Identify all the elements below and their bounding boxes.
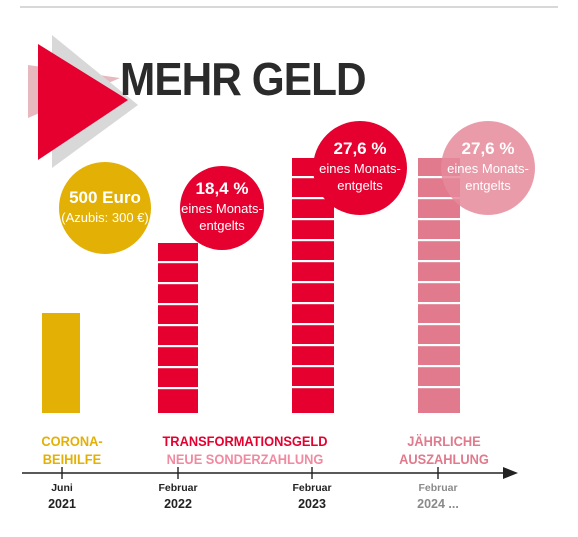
tick-year: 2021 [48, 497, 76, 511]
top-divider [20, 6, 558, 8]
bar-stripe [292, 260, 334, 263]
bar-stripe [158, 282, 198, 285]
tick-month: Februar [158, 482, 198, 494]
bubble-value: 500 Euro [69, 187, 141, 207]
bar-stripe [418, 323, 460, 326]
label-transformation-line2: NEUE SONDERZAHLUNG [166, 452, 324, 467]
bubble-label-4: 27,6 % eines Monats-entgelts [428, 138, 548, 194]
bubble-subtext: entgelts [337, 178, 383, 193]
tick-label: Juni 2021 [27, 480, 97, 512]
bar-stripe [158, 261, 198, 264]
tick-label: Februar 2024 ... [403, 480, 473, 512]
bubble-subtext: eines Monats- [181, 201, 263, 216]
bar-stripe [418, 281, 460, 284]
bubble-subtext: entgelts [199, 218, 245, 233]
tick-label: Februar 2023 [277, 480, 347, 512]
bar-stripe [418, 218, 460, 221]
bar-stripe [418, 365, 460, 368]
bar-stripe [292, 302, 334, 305]
bubble-4 [441, 121, 535, 215]
tick-month: Februar [292, 482, 332, 494]
bar-stripe [292, 344, 334, 347]
bar-stripe [418, 260, 460, 263]
bubble-3 [313, 121, 407, 215]
bar-stripe [158, 345, 198, 348]
label-annual: JÄHRLICHE AUSZAHLUNG [387, 433, 501, 469]
bubble-label-1: 500 Euro (Azubis: 300 €) [45, 187, 165, 226]
bubble-value: 18,4 % [195, 179, 249, 198]
label-transformation: TRANSFORMATIONSGELD NEUE SONDERZAHLUNG [155, 433, 336, 469]
bar-1 [42, 313, 80, 413]
tick-month: Juni [51, 482, 73, 494]
bar-stripe [292, 176, 334, 179]
bubble-value: 27,6 % [461, 139, 515, 158]
bar-stripe [158, 387, 198, 390]
tick-year: 2024 ... [417, 497, 459, 511]
tick-year: 2022 [164, 497, 192, 511]
bar-stripe [418, 344, 460, 347]
bubble-2 [180, 166, 264, 250]
bar-stripe [292, 218, 334, 221]
headline: MEHR GELD [120, 53, 367, 105]
label-corona-line2: BEIHILFE [42, 452, 102, 467]
bar-stripe [418, 386, 460, 389]
bar-stripe [292, 386, 334, 389]
bubble-subtext: eines Monats- [319, 161, 401, 176]
label-transformation-line1: TRANSFORMATIONSGELD [162, 434, 328, 449]
timeline-arrow [503, 467, 518, 479]
bar-stripe [292, 365, 334, 368]
bar-stripe [418, 197, 460, 200]
bar-stripe [292, 323, 334, 326]
bubble-subtext: (Azubis: 300 €) [61, 209, 149, 225]
bubble-subtext: entgelts [465, 178, 511, 193]
label-annual-line1: JÄHRLICHE [407, 434, 481, 449]
bar-2 [158, 243, 198, 413]
tick-month: Februar [418, 482, 458, 494]
bar-stripe [418, 302, 460, 305]
bubble-1 [59, 162, 151, 254]
label-annual-line2: AUSZAHLUNG [399, 452, 489, 467]
tick-label: Februar 2022 [143, 480, 213, 512]
bar-stripe [292, 239, 334, 242]
bar-stripe [418, 239, 460, 242]
bubble-value: 27,6 % [333, 139, 387, 158]
bar-stripe [418, 176, 460, 179]
bubble-label-2: 18,4 % eines Monats-entgelts [162, 178, 282, 234]
bubble-subtext: eines Monats- [447, 161, 529, 176]
bar-stripe [292, 281, 334, 284]
bar-stripe [292, 197, 334, 200]
bar-stripe [158, 366, 198, 369]
bar-stripe [158, 303, 198, 306]
bar-stripe [158, 324, 198, 327]
logo-triangles [28, 35, 138, 168]
tick-year: 2023 [298, 497, 326, 511]
label-corona-line1: CORONA- [41, 434, 103, 449]
bar-4 [418, 158, 460, 413]
bubble-label-3: 27,6 % eines Monats-entgelts [300, 138, 420, 194]
label-corona: CORONA- BEIHILFE [25, 433, 120, 469]
